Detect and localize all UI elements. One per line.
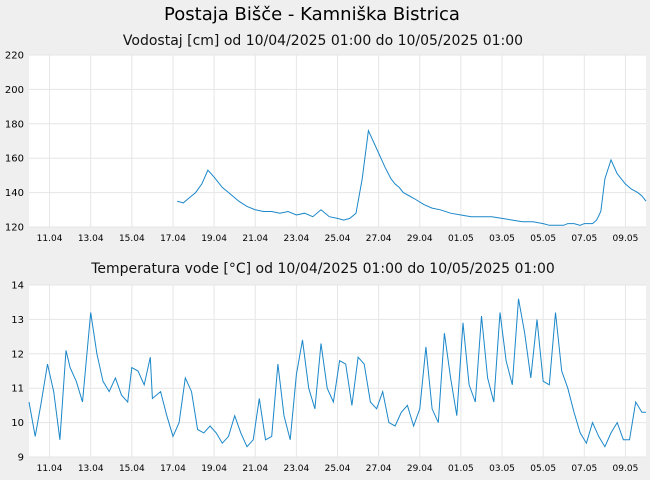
water-level-x-tick-label: 21.04	[242, 234, 268, 244]
water-level-x-axis: 11.04 13.04 15.04 17.04 19.04 21.04 23.04 25.04…	[37, 234, 639, 244]
water-level-grid	[29, 54, 646, 228]
water-level-chart-title: Vodostaj [cm] od 10/04/2025 01:00 do 10/…	[123, 33, 523, 49]
water-level-x-tick-label: 25.04	[325, 234, 351, 244]
station-title: Postaja Bišče - Kamniška Bistrica	[164, 4, 460, 25]
water-level-x-tick-label: 05.05	[530, 234, 556, 244]
water-temperature-x-tick-label: 27.04	[366, 464, 392, 474]
water-temperature-y-tick-label: 11	[11, 384, 24, 395]
water-level-x-tick-label: 11.04	[37, 234, 63, 244]
water-temperature-grid	[29, 284, 646, 458]
water-temperature-x-tick-label: 09.05	[613, 464, 639, 474]
water-level-x-tick-label: 17.04	[160, 234, 186, 244]
water-level-x-tick-label: 19.04	[201, 234, 227, 244]
water-temperature-y-axis: 9 10 11 12 13 14	[11, 281, 24, 464]
water-temperature-x-tick-label: 17.04	[160, 464, 186, 474]
water-temperature-x-tick-label: 21.04	[242, 464, 268, 474]
water-level-chart: Vodostaj [cm] od 10/04/2025 01:00 do 10/…	[5, 33, 647, 244]
water-level-x-tick-label: 09.05	[613, 234, 639, 244]
water-temperature-x-tick-label: 11.04	[37, 464, 63, 474]
water-level-x-tick-label: 27.04	[366, 234, 392, 244]
water-level-y-axis: 120 140 160 180 200 220	[5, 51, 24, 234]
water-temperature-y-tick-label: 9	[18, 453, 24, 464]
water-level-x-tick-label: 23.04	[283, 234, 309, 244]
water-level-y-tick-label: 160	[5, 154, 24, 165]
water-level-y-tick-label: 120	[5, 223, 24, 234]
water-temperature-x-axis: 11.04 13.04 15.04 17.04 19.04 21.04 23.04 25.04…	[37, 464, 639, 474]
water-temperature-x-tick-label: 29.04	[407, 464, 433, 474]
water-level-y-tick-label: 200	[5, 85, 24, 96]
water-temperature-x-tick-label: 03.05	[489, 464, 515, 474]
water-temperature-x-tick-label: 19.04	[201, 464, 227, 474]
water-level-x-tick-label: 03.05	[489, 234, 515, 244]
water-temperature-series-line	[28, 298, 646, 448]
water-temperature-y-tick-label: 10	[11, 418, 24, 429]
water-temperature-x-tick-label: 23.04	[283, 464, 309, 474]
water-level-y-tick-label: 220	[5, 51, 24, 62]
water-level-x-tick-label: 15.04	[119, 234, 145, 244]
water-level-y-tick-label: 180	[5, 119, 24, 130]
water-temperature-y-tick-label: 12	[11, 349, 24, 360]
water-temperature-x-tick-label: 15.04	[119, 464, 145, 474]
water-temperature-chart-title: Temperatura vode [°C] od 10/04/2025 01:0…	[90, 261, 555, 277]
water-temperature-x-tick-label: 01.05	[448, 464, 474, 474]
water-temperature-chart: Temperatura vode [°C] od 10/04/2025 01:0…	[11, 261, 646, 474]
water-temperature-x-tick-label: 25.04	[325, 464, 351, 474]
water-level-y-tick-label: 140	[5, 188, 24, 199]
water-temperature-x-tick-label: 13.04	[78, 464, 104, 474]
water-temperature-x-tick-label: 05.05	[530, 464, 556, 474]
water-level-x-tick-label: 29.04	[407, 234, 433, 244]
water-temperature-y-tick-label: 14	[11, 281, 24, 292]
water-temperature-x-tick-label: 07.05	[571, 464, 597, 474]
water-level-x-tick-label: 01.05	[448, 234, 474, 244]
water-level-x-tick-label: 07.05	[571, 234, 597, 244]
water-temperature-y-tick-label: 13	[11, 315, 24, 326]
water-level-series-line	[176, 128, 647, 226]
water-level-x-tick-label: 13.04	[78, 234, 104, 244]
